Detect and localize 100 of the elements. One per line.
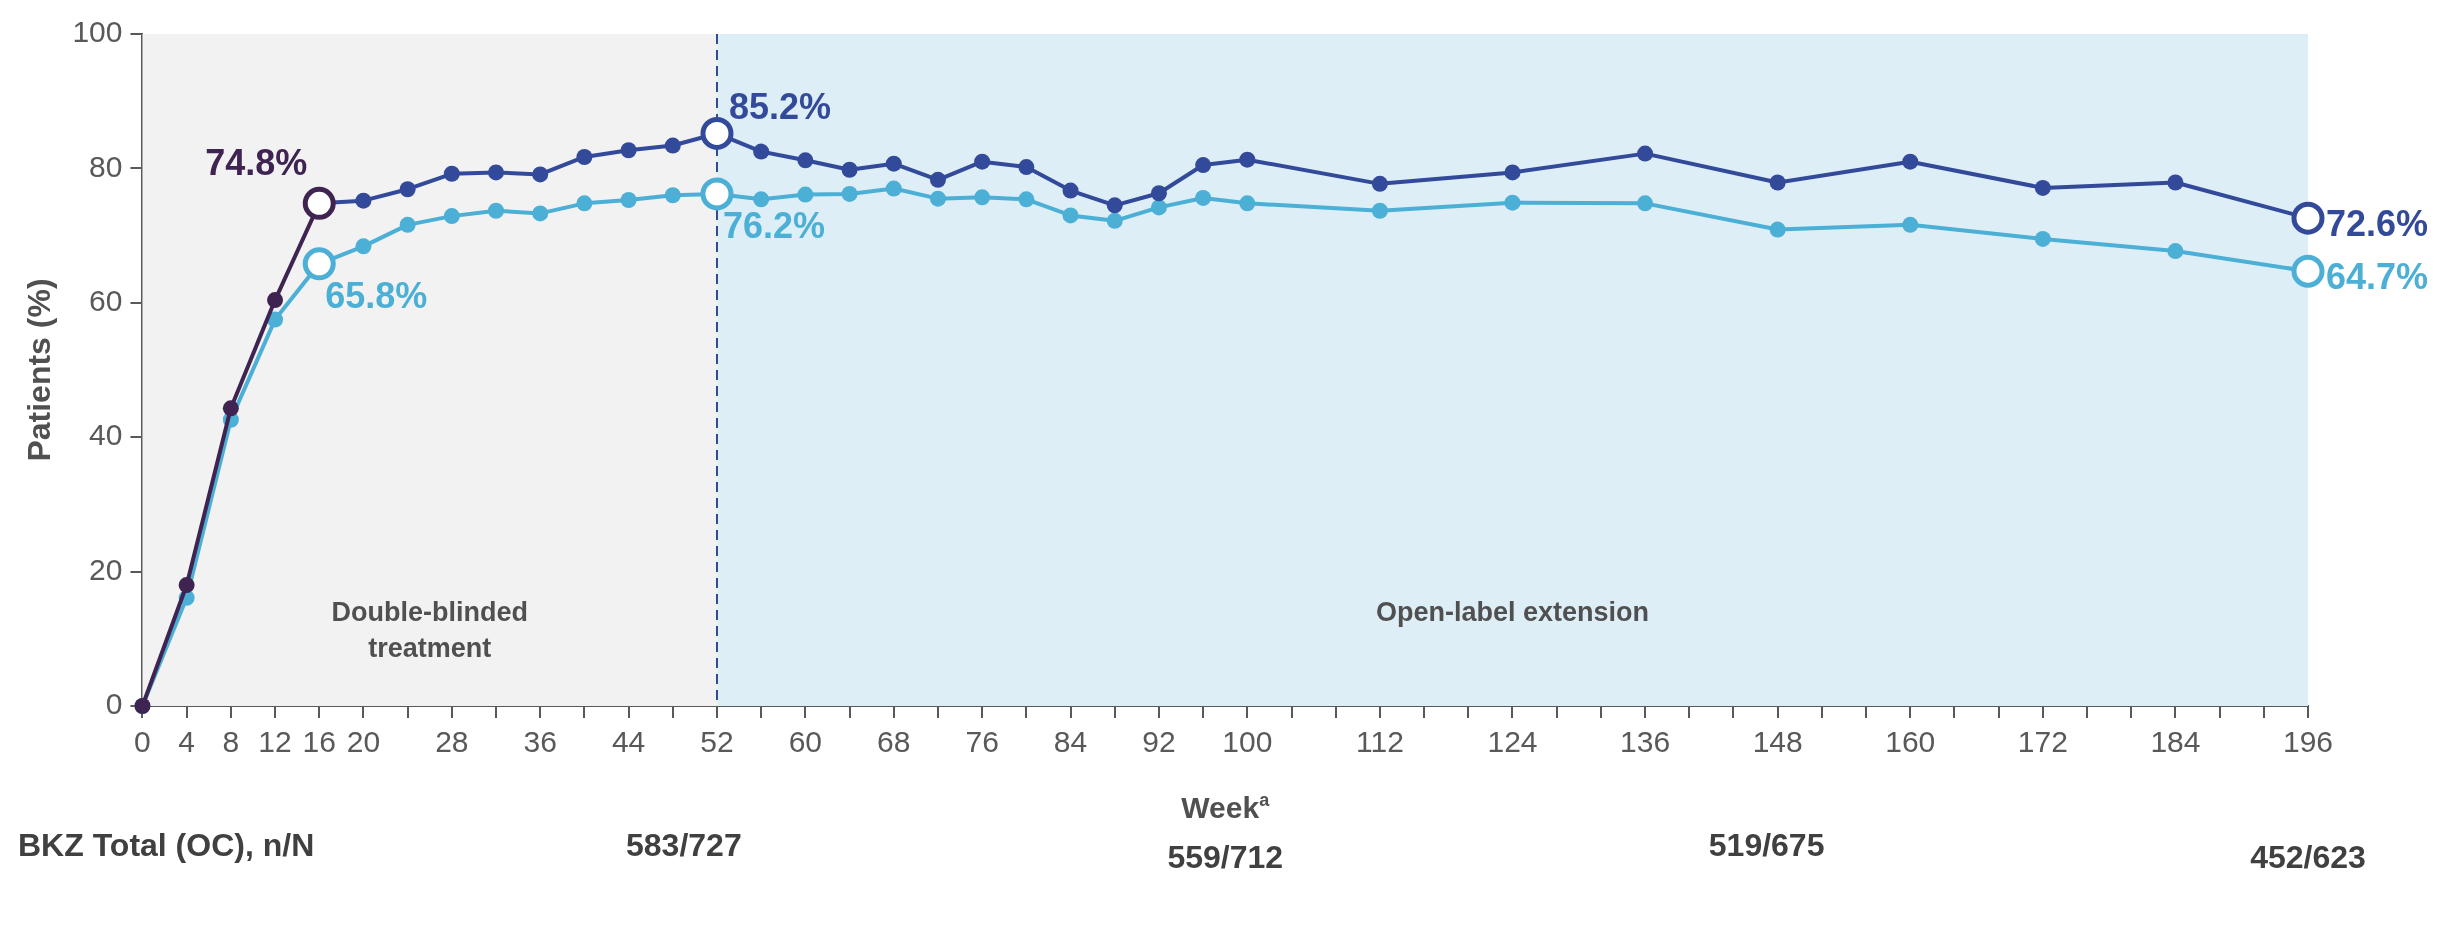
point	[664, 137, 681, 154]
x-tick-label: 4	[178, 725, 195, 759]
point	[620, 191, 637, 208]
point	[1902, 153, 1919, 170]
text: 519/675	[1708, 827, 1825, 863]
point	[1769, 174, 1786, 191]
x-tick-label: 184	[2150, 725, 2201, 759]
point	[2167, 243, 2184, 260]
x-tick-label: 112	[1355, 725, 1404, 759]
point	[576, 148, 593, 165]
x-tick-label: 52	[700, 725, 734, 759]
x-tick-label: 44	[611, 725, 646, 759]
point	[399, 216, 416, 233]
y-tick-label: 20	[89, 552, 123, 586]
x-tick-label: 92	[1142, 725, 1176, 759]
y-tick-label: 0	[105, 687, 123, 721]
data-label: 65.8%	[325, 274, 428, 316]
x-tick-label: 8	[222, 725, 240, 759]
point	[355, 192, 372, 209]
point	[532, 166, 549, 183]
y-tick-label: 80	[89, 149, 123, 183]
point	[753, 143, 770, 160]
point	[488, 202, 505, 219]
point	[1195, 157, 1212, 174]
point	[267, 292, 284, 309]
point	[1062, 207, 1079, 224]
x-tick-label: 172	[2017, 725, 2068, 759]
y-tick-label: 60	[89, 284, 123, 318]
point	[1637, 195, 1654, 212]
point	[443, 165, 460, 182]
point	[885, 180, 902, 197]
point	[222, 400, 239, 417]
point	[2034, 179, 2051, 196]
point	[1150, 199, 1167, 216]
data-label: 72.6%	[2326, 203, 2429, 245]
point	[1106, 197, 1123, 214]
point	[664, 187, 681, 204]
point	[1371, 175, 1388, 192]
x-tick-label: 16	[302, 725, 336, 759]
point	[1504, 194, 1521, 211]
point	[1371, 202, 1388, 219]
point	[1195, 189, 1212, 206]
x-tick-label: 100	[1222, 725, 1273, 759]
point	[841, 185, 858, 202]
point	[443, 208, 460, 225]
y-tick-label: 100	[72, 15, 123, 49]
point	[1018, 191, 1035, 208]
text: 559/712	[1167, 839, 1284, 875]
x-tick-label: 20	[346, 725, 381, 759]
x-tick-label: 36	[523, 725, 557, 759]
point	[1150, 185, 1167, 202]
point	[576, 195, 593, 212]
text: 452/623	[2250, 839, 2366, 875]
x-tick-label: 68	[877, 725, 911, 759]
point	[753, 191, 770, 208]
point	[1062, 182, 1079, 199]
point	[488, 164, 505, 181]
point	[1239, 151, 1256, 168]
text: BKZ Total (OC), n/N	[18, 827, 315, 863]
data-label: 64.7%	[2326, 256, 2429, 298]
x-tick-label: 124	[1487, 725, 1538, 759]
point	[1769, 221, 1786, 238]
point	[1504, 164, 1521, 181]
band-label: Double-blinded treatment	[331, 597, 528, 663]
y-tick-label: 40	[89, 418, 123, 452]
point	[1239, 195, 1256, 212]
x-tick-label: 196	[2282, 725, 2334, 759]
point	[885, 155, 902, 172]
point	[797, 152, 814, 169]
point	[399, 181, 416, 198]
point	[929, 171, 946, 188]
data-label: 85.2%	[728, 86, 832, 128]
data-label: 76.2%	[722, 204, 826, 246]
point	[1106, 212, 1123, 229]
point	[1637, 145, 1654, 162]
x-tick-label: 12	[258, 725, 292, 759]
point	[841, 161, 858, 178]
x-tick-label: 28	[435, 725, 469, 759]
point	[620, 142, 637, 159]
band-label: Open-label extension	[1375, 597, 1650, 627]
point	[178, 577, 195, 594]
x-tick-label: 160	[1885, 725, 1936, 759]
text: 583/727	[626, 827, 742, 863]
x-tick-label: 76	[965, 725, 999, 759]
point	[2167, 174, 2184, 191]
x-tick-label: 60	[788, 725, 823, 759]
x-tick-label: 0	[134, 725, 151, 759]
point	[1902, 216, 1919, 233]
point	[974, 153, 991, 170]
point	[1018, 159, 1035, 176]
point	[355, 238, 372, 255]
point	[532, 205, 549, 222]
point	[2034, 230, 2051, 247]
point	[974, 189, 991, 206]
x-tick-label: 84	[1053, 725, 1088, 759]
y-axis-title: Patients (%)	[21, 278, 58, 462]
x-tick-label: 136	[1620, 725, 1671, 759]
x-tick-label: 148	[1752, 725, 1803, 759]
point	[929, 190, 946, 207]
data-label: 74.8%	[205, 142, 308, 184]
